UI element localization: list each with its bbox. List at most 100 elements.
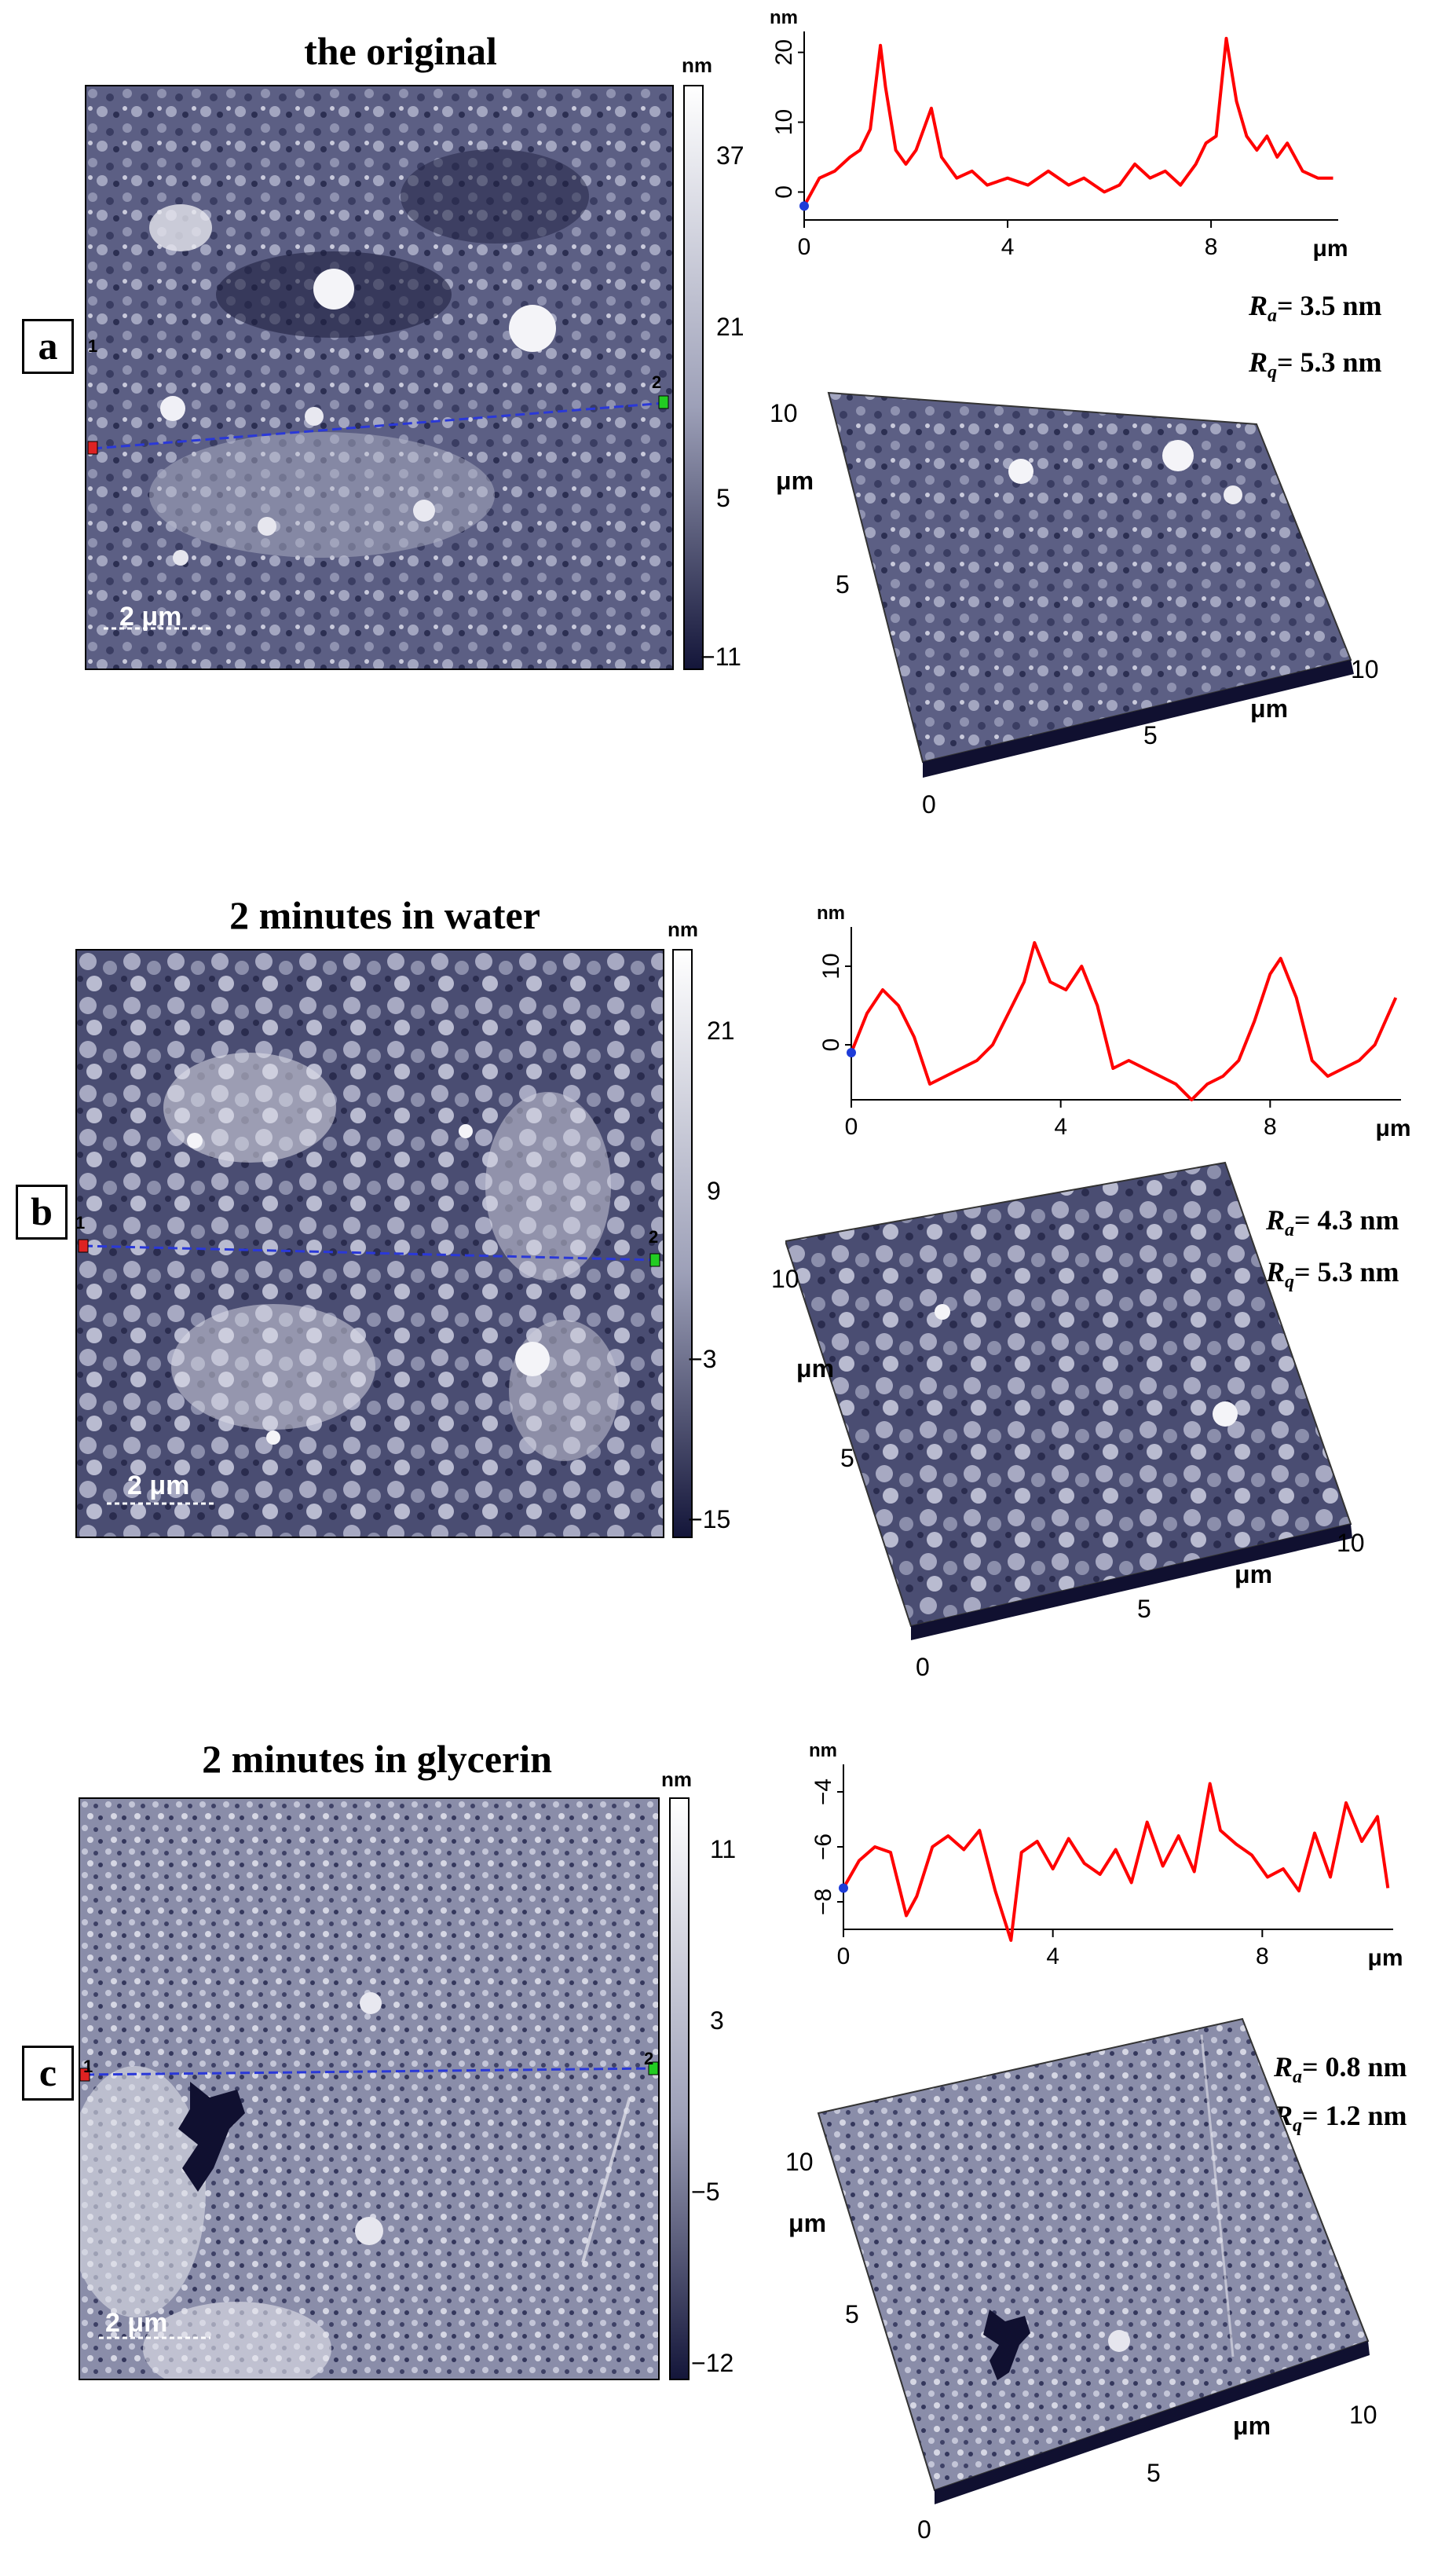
afm-topography-image [75,949,664,1538]
3d-origin-tick: 0 [917,2515,931,2544]
scan-marker-end[interactable] [649,1253,660,1267]
3d-y-tick: 10 [770,399,798,427]
3d-x-tick: 10 [1351,655,1379,683]
3d-x-unit: μm [1250,694,1289,723]
y-tick-label: 10 [771,109,797,135]
x-tick-label: 0 [798,234,811,260]
profile-chart: 10 0 0 4 8 nm μm [817,903,1411,1141]
afm-topography-image [85,85,674,670]
panel-label: a [22,319,74,374]
roughness-rq-value: 1.2 nm [1325,2100,1407,2131]
colorbar-tick: −5 [691,2178,720,2206]
3d-y-tick: 5 [845,2300,859,2328]
roughness-rq: Rq= 1.2 nm [1274,2100,1407,2137]
colorbar-tick: −12 [691,2349,734,2377]
marker-1-label: 1 [75,1213,86,1233]
colorbar-tick: 9 [707,1177,721,1205]
x-tick-label: 0 [845,1114,858,1140]
colorbar-unit: nm [668,918,698,941]
3d-y-tick: 10 [771,1265,799,1293]
profile-start-marker [847,1048,856,1057]
colorbar [669,1797,690,2380]
scan-line [92,401,666,450]
panel-label: b [16,1185,68,1240]
profile-chart: −4 −6 −8 0 4 8 nm μm [809,1740,1403,1971]
3d-origin-tick: 0 [922,790,936,819]
3d-x-unit: μm [1233,2412,1271,2440]
colorbar-tick: 11 [710,1835,737,1863]
colorbar-tick: −3 [688,1345,717,1373]
x-tick-label: 8 [1264,1114,1277,1140]
colorbar-tick: −11 [701,643,741,671]
roughness-ra: Ra= 4.3 nm [1266,1204,1399,1241]
y-unit-label: nm [817,903,845,924]
y-tick-label: 20 [771,39,797,65]
3d-x-unit: μm [1235,1560,1273,1588]
profile-start-marker [839,1883,848,1893]
3d-origin-tick: 0 [916,1653,930,1681]
3d-x-tick: 5 [1147,2459,1161,2487]
3d-x-tick: 10 [1337,1529,1365,1557]
profile-line [803,36,1333,207]
x-tick-label: 0 [837,1943,851,1969]
colorbar-unit: nm [661,1768,692,1791]
3d-y-unit: μm [776,467,814,495]
colorbar-tick: 21 [716,313,744,341]
x-tick-label: 4 [1054,1114,1067,1140]
x-unit-label: μm [1312,236,1348,262]
3d-y-unit: μm [796,1354,835,1383]
y-tick-label: 0 [818,1039,844,1052]
scan-marker-end[interactable] [648,2061,658,2075]
scan-marker-start[interactable] [87,441,98,455]
colorbar [672,949,693,1538]
3d-y-tick: 10 [785,2148,814,2176]
scan-marker-start[interactable] [80,2068,90,2082]
roughness-ra: Ra= 0.8 nm [1274,2051,1407,2088]
afm-3d-view [817,2017,1370,2504]
colorbar-tick: −15 [688,1505,731,1533]
x-unit-label: μm [1367,1945,1403,1971]
roughness-rq-value: 5.3 nm [1300,346,1382,378]
scan-marker-start[interactable] [78,1239,89,1253]
3d-x-tick: 5 [1143,721,1158,749]
3d-y-tick: 5 [836,570,850,599]
roughness-ra-value: 3.5 nm [1300,290,1382,321]
x-tick-label: 4 [1046,1943,1059,1969]
profile-chart: 20 10 0 0 4 8 nm μm [770,7,1348,262]
x-unit-label: μm [1375,1115,1410,1141]
profile-line [850,941,1398,1101]
scalebar-label: 2 μm [119,602,182,632]
scan-marker-end[interactable] [658,395,669,409]
defect-pit [178,2082,245,2192]
3d-y-unit: μm [788,2209,827,2237]
roughness-ra-value: 0.8 nm [1325,2051,1407,2083]
colorbar-unit: nm [682,53,712,77]
colorbar-tick: 5 [716,484,730,512]
y-unit-label: nm [809,1740,837,1761]
x-tick-label: 8 [1205,234,1218,260]
colorbar-tick: 37 [716,141,744,170]
3d-x-tick: 10 [1349,2401,1377,2429]
roughness-ra-value: 4.3 nm [1317,1204,1399,1236]
panel-title: the original [304,29,497,73]
profile-line [842,1782,1390,1942]
y-tick-label: −6 [810,1833,836,1860]
y-tick-label: −8 [810,1888,836,1915]
afm-3d-view [827,391,1354,778]
x-tick-label: 8 [1256,1943,1269,1969]
roughness-rq: Rq= 5.3 nm [1266,1256,1399,1293]
roughness-ra: Ra= 3.5 nm [1249,290,1382,327]
afm-topography-image [79,1797,660,2380]
panel-title: 2 minutes in glycerin [202,1737,552,1781]
y-unit-label: nm [770,7,798,28]
y-tick-label: 10 [818,953,844,979]
scalebar-label: 2 μm [127,1471,190,1500]
profile-start-marker [799,201,809,211]
marker-1-label: 1 [83,2057,93,2076]
scan-line [84,2067,654,2076]
3d-y-tick: 5 [840,1444,854,1472]
roughness-rq: Rq= 5.3 nm [1249,346,1382,383]
3d-x-tick: 5 [1137,1595,1151,1623]
roughness-rq-value: 5.3 nm [1317,1256,1399,1288]
y-tick-label: −4 [810,1779,836,1805]
